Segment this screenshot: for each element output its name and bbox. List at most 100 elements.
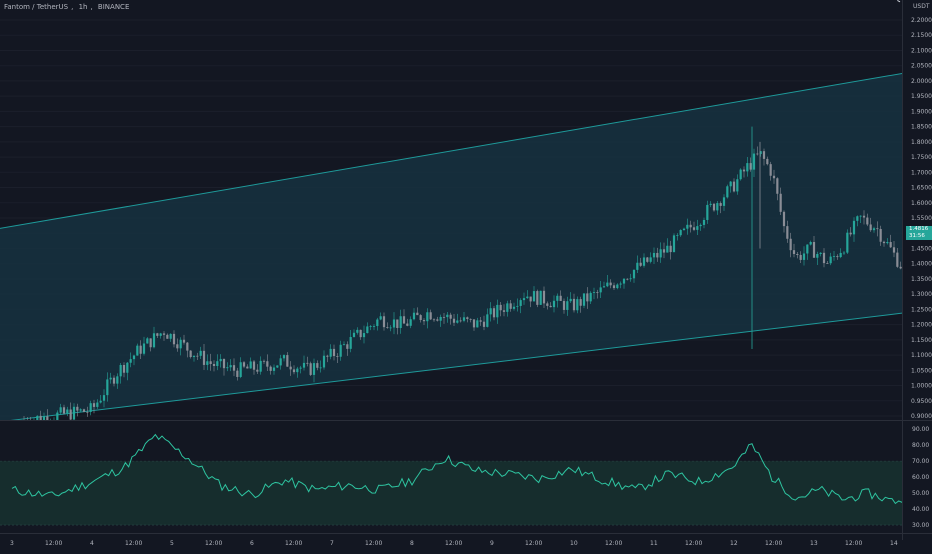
candle-body: [786, 226, 789, 239]
candle-body: [236, 370, 239, 377]
candle-body: [812, 241, 816, 258]
candle-body: [36, 415, 39, 420]
candle-body: [746, 163, 749, 172]
time-tick-label: 8: [410, 540, 414, 547]
price-tick-label: 1.0500: [911, 367, 932, 374]
candle-body: [682, 228, 686, 231]
candle-body: [592, 292, 596, 293]
candle-body: [422, 320, 426, 322]
candle-body: [446, 314, 449, 318]
candle-body: [572, 298, 576, 311]
candle-body: [806, 244, 809, 254]
candle-body: [319, 367, 322, 369]
candle-body: [162, 333, 166, 335]
time-tick-label: 3: [10, 540, 14, 547]
candle-body: [639, 262, 642, 266]
candle-body: [452, 318, 456, 323]
time-tick-label: 12:00: [525, 540, 542, 547]
rsi-axis: 90.00 80.00 70.00 60.00 50.00 40.00 30.00: [912, 426, 929, 529]
candle-body: [132, 355, 136, 360]
price-tick-label: 1.3500: [911, 276, 932, 283]
candle-body: [356, 329, 359, 333]
candle-body: [492, 308, 496, 318]
candle-body: [389, 327, 392, 329]
candle-body: [699, 224, 702, 227]
candle-body: [429, 312, 432, 320]
candle-body: [906, 266, 908, 269]
candle-body: [502, 310, 506, 312]
candle-body: [292, 369, 296, 373]
candle-body: [659, 249, 662, 258]
time-tick-label: 5: [170, 540, 174, 547]
candle-body: [579, 299, 582, 306]
price-tick-label: 2.1000: [911, 47, 932, 54]
candle-body: [729, 181, 732, 187]
time-tick-label: 9: [490, 540, 494, 547]
candle-body: [76, 406, 79, 411]
candle-body: [439, 316, 442, 321]
chart-title: Fantom / TetherUS, 1h, BINANCE: [4, 3, 130, 11]
candle-body: [99, 400, 102, 403]
candle-body: [62, 407, 66, 414]
candle-body: [276, 365, 279, 368]
candle-body: [216, 361, 219, 367]
price-tick-label: 1.1000: [911, 352, 932, 359]
candle-body: [109, 377, 112, 380]
candle-body: [896, 252, 899, 267]
candle-body: [379, 316, 382, 320]
candle-body: [106, 379, 109, 396]
candle-body: [402, 316, 406, 324]
symbol-pair: Fantom / TetherUS: [4, 3, 69, 11]
time-tick-label: 13: [810, 540, 818, 547]
candle-body: [419, 315, 422, 321]
last-price-countdown: 31:56: [909, 233, 925, 239]
candle-body: [702, 219, 706, 225]
candle-body: [662, 249, 666, 253]
candle-body: [366, 326, 369, 334]
candle-body: [312, 363, 316, 375]
symbol-exchange: BINANCE: [97, 3, 130, 11]
candle-body: [506, 303, 509, 312]
candle-body: [172, 333, 176, 345]
price-tick-label: 1.3000: [911, 291, 932, 298]
candle-body: [346, 344, 349, 349]
candle-body: [229, 365, 232, 368]
candle-body: [526, 296, 529, 299]
candle-body: [722, 197, 726, 206]
candle-body: [539, 290, 542, 305]
candle-body: [272, 367, 276, 371]
candle-body: [372, 326, 376, 327]
candle-body: [362, 333, 366, 338]
price-tick-label: 1.6500: [911, 185, 932, 192]
candle-body: [146, 338, 149, 344]
channel-fill: [0, 73, 902, 420]
candle-body: [479, 320, 482, 322]
rsi-tick-label: 80.00: [912, 442, 929, 449]
candle-body: [449, 314, 452, 319]
candle-body: [39, 415, 42, 420]
candle-body: [749, 163, 752, 170]
candle-body: [822, 252, 826, 264]
candle-body: [369, 326, 372, 327]
candle-body: [852, 220, 856, 235]
candle-body: [679, 230, 682, 236]
candle-body: [116, 376, 119, 384]
candle-body: [212, 364, 216, 367]
candle-body: [562, 300, 566, 310]
candle-body: [476, 320, 479, 328]
time-tick-label: 12:00: [605, 540, 622, 547]
candle-body: [242, 362, 246, 367]
price-tick-label: 1.9500: [911, 93, 932, 100]
candle-body: [706, 204, 709, 220]
time-tick-label: 12:00: [365, 540, 382, 547]
candle-body: [559, 295, 562, 301]
candle-body: [532, 291, 536, 302]
candle-body: [739, 169, 742, 180]
candle-body: [316, 363, 319, 368]
candle-body: [609, 282, 612, 286]
candle-body: [66, 409, 69, 414]
candle-body: [776, 178, 779, 194]
rsi-band: [0, 461, 902, 526]
